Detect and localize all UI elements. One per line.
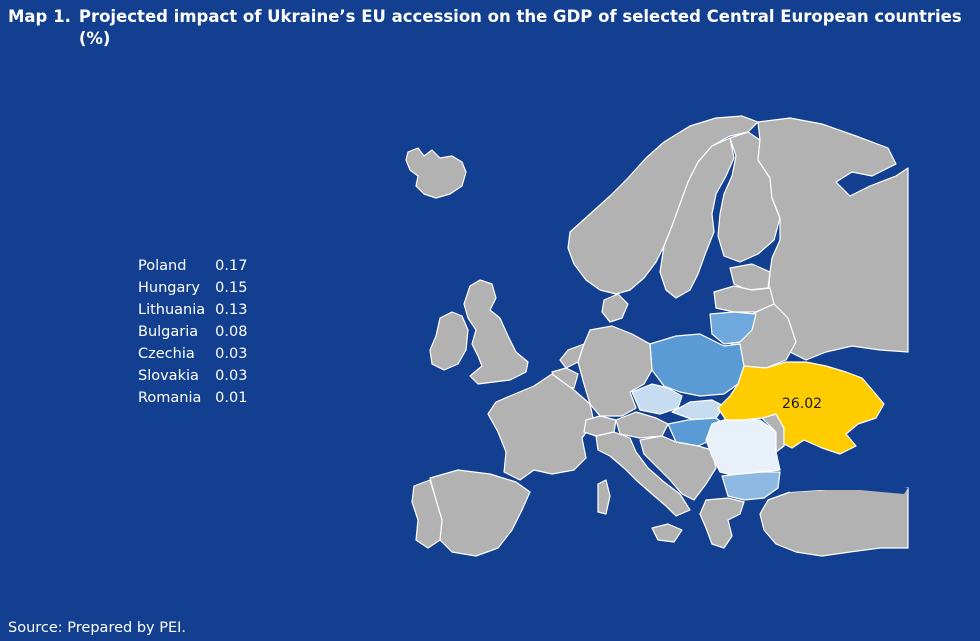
legend-value: 0.08 (215, 324, 248, 340)
legend-country: Romania (138, 390, 202, 406)
country-romania (705, 417, 781, 477)
legend-country: Hungary (138, 280, 200, 296)
value-legend: Poland 0.17 Hungary 0.15 Lithuania 0.13 … (138, 255, 247, 409)
map-title: Map 1. Projected impact of Ukraine’s EU … (8, 6, 968, 50)
country-germany (577, 325, 653, 417)
country-turkey (759, 485, 909, 557)
legend-value: 0.15 (215, 280, 248, 296)
country-denmark (601, 293, 629, 323)
country-italy (595, 431, 691, 517)
legend-row-czechia: Czechia 0.03 (138, 343, 247, 365)
legend-row-lithuania: Lithuania 0.13 (138, 299, 247, 321)
country-france (487, 373, 595, 481)
country-ireland (429, 311, 469, 371)
legend-country: Poland (138, 258, 187, 274)
country-greece (699, 497, 745, 549)
legend-value: 0.01 (215, 390, 248, 406)
legend-value: 0.03 (215, 346, 248, 362)
legend-country: Czechia (138, 346, 195, 362)
legend-country: Slovakia (138, 368, 199, 384)
country-lithuania (709, 311, 757, 345)
legend-value: 0.17 (215, 258, 248, 274)
legend-row-poland: Poland 0.17 (138, 255, 247, 277)
country-ukraine (717, 361, 885, 455)
source-note: Source: Prepared by PEI. (8, 620, 187, 636)
map-number: Map 1. (8, 7, 71, 26)
country-united-kingdom (463, 279, 529, 385)
legend-value: 0.13 (215, 302, 248, 318)
country-netherlands (559, 343, 585, 369)
black-sea (780, 456, 908, 494)
legend-country: Bulgaria (138, 324, 199, 340)
country-sweden (659, 137, 735, 299)
country-bulgaria (721, 471, 781, 501)
legend-row-bulgaria: Bulgaria 0.08 (138, 321, 247, 343)
country-russia (757, 117, 909, 361)
legend-row-romania: Romania 0.01 (138, 387, 247, 409)
country-sardinia (597, 479, 611, 515)
country-portugal (411, 479, 443, 549)
legend-row-hungary: Hungary 0.15 (138, 277, 247, 299)
legend-value: 0.03 (215, 368, 248, 384)
legend-country: Lithuania (138, 302, 206, 318)
ukraine-value-label: 26.02 (782, 396, 822, 412)
country-sicily (651, 523, 683, 543)
country-czechia (631, 383, 683, 415)
legend-row-slovakia: Slovakia 0.03 (138, 365, 247, 387)
country-balkans (639, 435, 717, 501)
map-title-text: Projected impact of Ukraine’s EU accessi… (78, 7, 962, 48)
country-iceland (405, 147, 467, 199)
country-austria (615, 411, 669, 439)
country-spain (429, 469, 531, 557)
